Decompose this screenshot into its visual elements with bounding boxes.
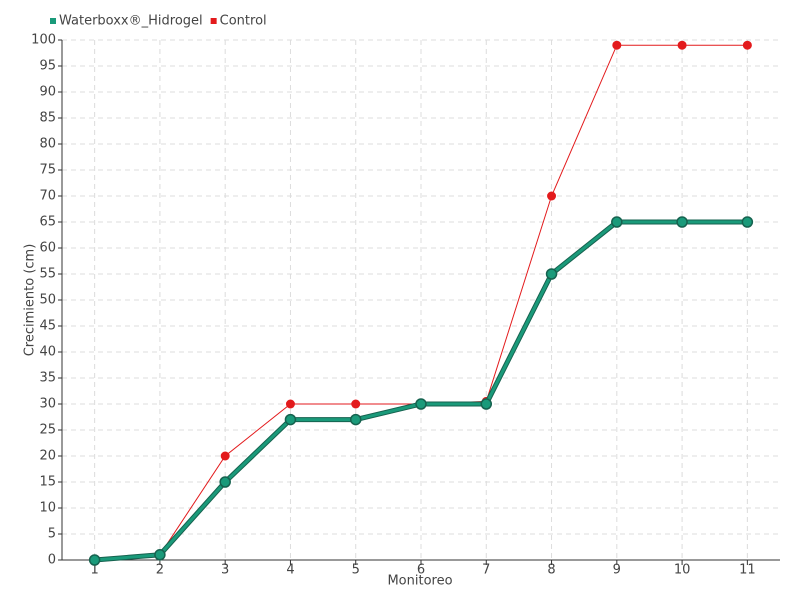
point — [220, 451, 230, 461]
y-tick-label: 25 — [39, 423, 56, 438]
y-tick-label: 55 — [39, 267, 56, 282]
y-tick-label: 15 — [39, 475, 56, 490]
y-tick-label: 80 — [39, 137, 56, 152]
point — [154, 549, 166, 561]
point — [547, 191, 557, 201]
legend-swatch — [50, 18, 56, 24]
point — [415, 398, 427, 410]
y-tick-label: 35 — [39, 371, 56, 386]
x-tick-label: 6 — [417, 563, 425, 578]
y-tick-label: 5 — [48, 527, 56, 542]
y-tick-label: 0 — [48, 553, 56, 568]
y-tick-label: 40 — [39, 345, 56, 360]
x-tick-label: 7 — [482, 563, 490, 578]
y-tick-label: 20 — [39, 449, 56, 464]
point — [676, 216, 688, 228]
x-axis-label: Monitoreo — [387, 574, 452, 589]
y-tick-label: 90 — [39, 85, 56, 100]
x-tick-label: 4 — [286, 563, 294, 578]
y-tick-label: 95 — [39, 59, 56, 74]
x-tick-label: 9 — [613, 563, 621, 578]
y-tick-label: 75 — [39, 163, 56, 178]
point — [351, 399, 361, 409]
y-tick-label: 45 — [39, 319, 56, 334]
y-tick-label: 10 — [39, 501, 56, 516]
y-tick-label: 70 — [39, 189, 56, 204]
point — [285, 399, 295, 409]
legend-swatch — [210, 18, 217, 24]
point — [284, 413, 297, 426]
point — [219, 476, 231, 488]
x-tick-label: 2 — [156, 563, 164, 578]
point — [611, 216, 623, 228]
point — [612, 40, 622, 50]
point — [677, 40, 687, 50]
point — [741, 216, 754, 228]
y-tick-label: 50 — [39, 293, 56, 308]
legend-label: Waterboxx®_Hidrogel — [59, 14, 203, 29]
point — [545, 268, 558, 280]
y-tick-label: 100 — [31, 33, 56, 48]
x-tick-label: 8 — [547, 563, 555, 578]
x-tick-label: 3 — [221, 563, 229, 578]
point — [88, 554, 101, 566]
y-tick-label: 30 — [39, 397, 56, 412]
point — [349, 413, 362, 426]
y-tick-label: 65 — [39, 215, 56, 230]
point — [480, 398, 493, 410]
y-axis-label: Crecimiento (cm) — [23, 244, 38, 357]
x-tick-label: 10 — [674, 563, 691, 578]
point — [742, 40, 752, 50]
legend-label: Control — [220, 14, 267, 29]
y-tick-label: 85 — [39, 111, 56, 126]
x-tick-label: 1 — [90, 563, 98, 578]
x-tick-label: 11 — [739, 563, 756, 578]
x-tick-label: 5 — [352, 563, 360, 578]
y-tick-label: 60 — [39, 241, 56, 256]
